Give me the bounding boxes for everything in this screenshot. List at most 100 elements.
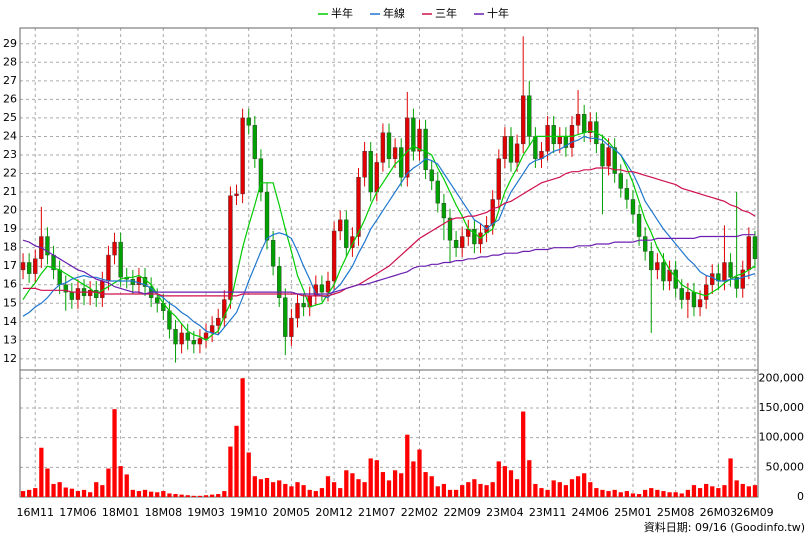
candle-body xyxy=(423,128,428,171)
candle-body xyxy=(277,265,282,298)
x-tick-label: 19M03 xyxy=(187,506,225,519)
candle-body xyxy=(551,125,556,145)
candle-body xyxy=(283,297,288,337)
volume-bar xyxy=(88,492,93,497)
volume-bar xyxy=(636,494,642,497)
candle-body xyxy=(624,188,630,200)
volume-bar xyxy=(533,483,538,497)
candle-body xyxy=(356,177,361,237)
candle-body xyxy=(362,151,367,178)
volume-bar xyxy=(167,493,172,497)
volume-bar xyxy=(27,489,32,497)
volume-bar xyxy=(45,468,50,497)
volume-bar xyxy=(155,492,160,497)
volume-bar xyxy=(667,492,672,497)
candle-body xyxy=(319,284,325,293)
candle-body xyxy=(222,299,227,319)
volume-bar xyxy=(496,461,501,497)
y-tick-label: 28 xyxy=(3,55,17,68)
y2-tick-label: 50,000 xyxy=(766,460,805,473)
volume-bar xyxy=(594,488,599,497)
y-tick-label: 15 xyxy=(3,296,17,309)
candle-body xyxy=(429,169,434,182)
volume-bar xyxy=(722,485,727,497)
y-tick-label: 14 xyxy=(3,315,17,328)
candle-body xyxy=(136,277,142,285)
volume-bar xyxy=(435,486,440,497)
y-tick-label: 16 xyxy=(3,278,17,291)
y-tick-label: 17 xyxy=(3,259,17,272)
candle-body xyxy=(697,299,703,308)
x-tick-label: 23M11 xyxy=(529,506,567,519)
candle-body xyxy=(338,219,343,232)
candle-body xyxy=(209,325,215,334)
volume-bar xyxy=(472,479,477,497)
x-tick-label: 26M09 xyxy=(736,506,774,519)
candle-body xyxy=(417,128,422,152)
candle-body xyxy=(142,277,148,287)
candle-body xyxy=(514,143,520,163)
candle-body xyxy=(508,136,514,163)
candle-body xyxy=(325,280,331,293)
candle-body xyxy=(20,262,26,271)
volume-bar xyxy=(466,482,471,497)
y2-tick-label: 150,000 xyxy=(759,401,805,414)
candle-body xyxy=(557,136,562,145)
candle-body xyxy=(234,193,239,196)
volume-bar xyxy=(752,485,758,497)
x-tick-label: 17M06 xyxy=(59,506,97,519)
volume-bar xyxy=(39,447,44,497)
volume-bar xyxy=(136,491,142,497)
candle-body xyxy=(155,297,160,304)
source-note: 資料日期: 09/16 (Goodinfo.tw) xyxy=(644,520,805,534)
candle-body xyxy=(691,291,697,308)
volume-bar xyxy=(588,482,593,497)
volume-bar xyxy=(289,486,294,497)
candle-body xyxy=(179,332,184,345)
x-tick-label: 25M08 xyxy=(657,506,695,519)
candle-body xyxy=(740,269,745,289)
y-tick-label: 22 xyxy=(3,167,17,180)
volume-bar xyxy=(368,458,373,497)
volume-bar xyxy=(490,482,495,497)
candle-body xyxy=(185,332,190,341)
candle-body xyxy=(502,136,508,159)
candle-body xyxy=(295,303,300,319)
volume-bar xyxy=(191,495,196,497)
candle-body xyxy=(728,262,733,278)
volume-bar xyxy=(142,489,148,497)
candle-body xyxy=(661,262,666,282)
candle-body xyxy=(216,317,221,326)
candle-body xyxy=(734,277,739,289)
candle-body xyxy=(258,158,264,193)
x-tick-label: 18M08 xyxy=(145,506,183,519)
volume-bar xyxy=(624,491,630,497)
y-tick-label: 20 xyxy=(3,204,17,217)
volume-bar xyxy=(551,480,556,497)
y-tick-label: 19 xyxy=(3,222,17,235)
volume-bar xyxy=(313,491,318,497)
volume-bar xyxy=(673,492,678,497)
candle-body xyxy=(167,310,172,330)
volume-bar xyxy=(734,480,739,497)
volume-bar xyxy=(338,488,343,497)
volume-bar xyxy=(429,476,434,497)
volume-bar xyxy=(392,470,398,497)
candle-body xyxy=(642,236,648,252)
ma-line xyxy=(22,130,756,342)
candle-body xyxy=(679,288,684,300)
volume-bar xyxy=(508,470,514,497)
candle-body xyxy=(331,230,337,282)
candle-body xyxy=(374,162,379,193)
volume-bar xyxy=(100,485,105,497)
candle-body xyxy=(301,303,306,308)
volume-bar xyxy=(252,476,257,497)
volume-bar xyxy=(69,488,74,497)
volume-bar xyxy=(557,482,562,497)
volume-bar xyxy=(57,482,62,497)
volume-bar xyxy=(209,494,215,497)
volume-bar xyxy=(307,489,312,497)
candle-body xyxy=(75,288,81,300)
